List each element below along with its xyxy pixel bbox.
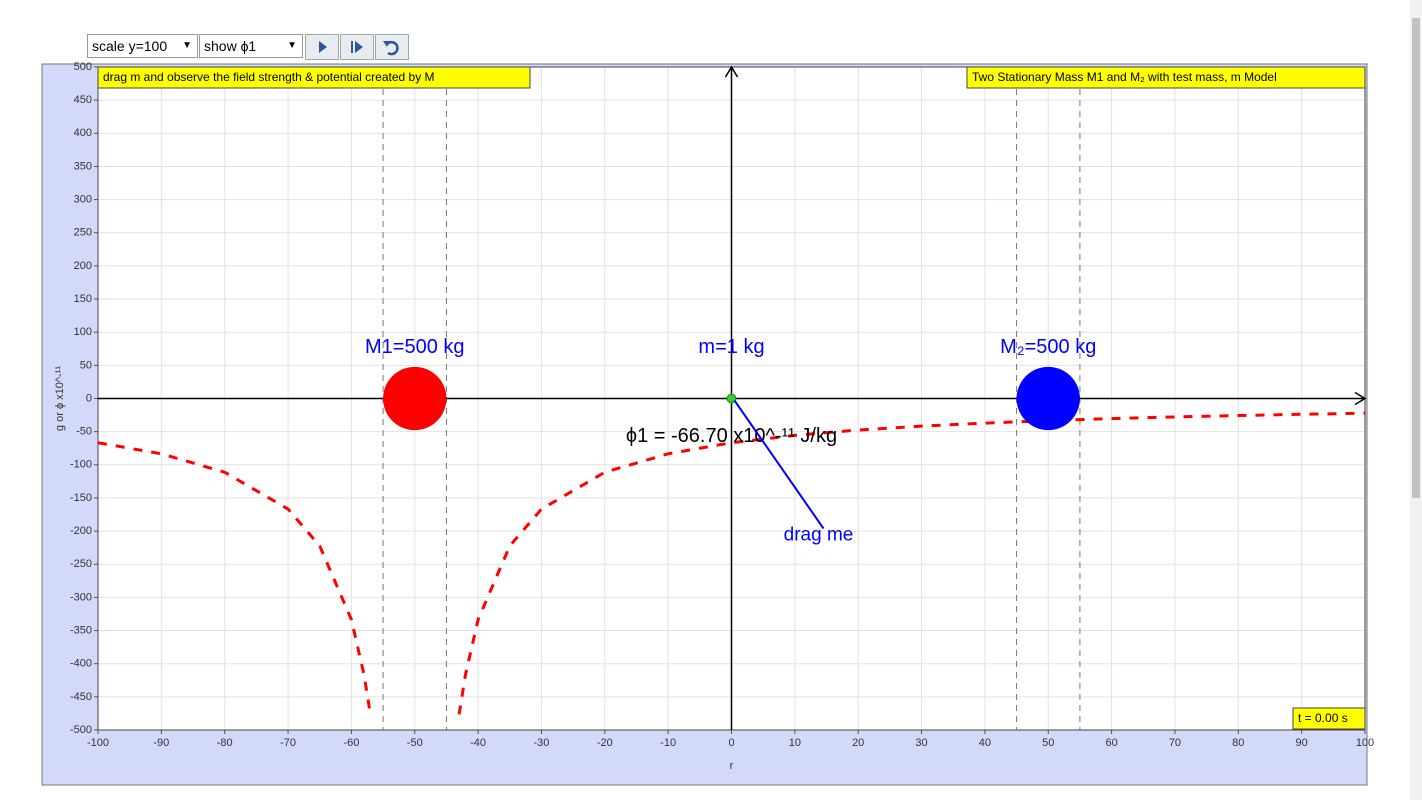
x-tick-label: 60	[1105, 737, 1117, 749]
y-tick-label: 200	[74, 260, 92, 272]
y-tick-label: -300	[70, 591, 92, 603]
scrollbar-thumb[interactable]	[1412, 18, 1420, 498]
step-button[interactable]	[340, 34, 374, 60]
x-tick-label: 90	[1296, 737, 1308, 749]
right-note-box	[966, 66, 1366, 89]
x-tick-label: -100	[87, 737, 109, 749]
y-tick-label: 150	[74, 293, 92, 305]
time-label-box	[1292, 707, 1366, 730]
x-axis-label: r	[730, 760, 734, 772]
right-note: Two Stationary Mass M1 and M₂ with test …	[972, 70, 1277, 84]
mass-label: m=1 kg	[698, 336, 764, 358]
x-tick-label: 30	[915, 737, 927, 749]
x-tick-label: -20	[597, 737, 613, 749]
y-axis-label: g or ϕ x10^-¹¹	[54, 366, 66, 431]
left-note: drag m and observe the field strength & …	[103, 70, 435, 84]
x-tick-label: -90	[153, 737, 169, 749]
x-tick-label: 10	[789, 737, 801, 749]
y-tick-label: -350	[70, 624, 92, 636]
mass	[1016, 366, 1080, 431]
y-tick-label: 0	[86, 392, 92, 404]
y-axis-arrow	[724, 65, 739, 78]
x-axis-arrow	[1354, 391, 1367, 406]
left-note-box	[97, 66, 531, 89]
y-tick-label: 300	[74, 194, 92, 206]
y-tick-label: 450	[74, 94, 92, 106]
y-tick-label: 400	[74, 127, 92, 139]
reset-button[interactable]	[375, 34, 409, 60]
scale-select[interactable]: scale y=100 ▼	[87, 34, 198, 58]
x-tick-label: 70	[1169, 737, 1181, 749]
play-button[interactable]	[305, 34, 339, 60]
mass-label: M1=500 kg	[365, 336, 465, 358]
mass	[383, 366, 447, 431]
y-tick-label: 500	[74, 61, 92, 73]
y-tick-label: -400	[70, 658, 92, 670]
y-tick-label: -250	[70, 558, 92, 570]
y-tick-label: 250	[74, 227, 92, 239]
drag-label: drag me	[784, 525, 854, 546]
x-tick-label: -10	[660, 737, 676, 749]
show-select[interactable]: show ϕ1 ▼	[199, 34, 303, 58]
y-tick-label: -100	[70, 459, 92, 471]
y-tick-label: 100	[74, 326, 92, 338]
mass[interactable]	[726, 393, 737, 404]
x-tick-label: -60	[343, 737, 359, 749]
y-tick-label: 50	[80, 359, 92, 371]
y-tick-label: -500	[70, 724, 92, 736]
x-tick-label: -40	[470, 737, 486, 749]
y-tick-label: 350	[74, 160, 92, 172]
x-tick-label: 80	[1232, 737, 1244, 749]
show-value: show ϕ1	[204, 38, 257, 54]
mass-label: M₂=500 kg	[1000, 336, 1096, 358]
x-tick-label: -50	[407, 737, 423, 749]
x-tick-label: -30	[533, 737, 549, 749]
x-tick-label: 0	[728, 737, 734, 749]
x-tick-label: 50	[1042, 737, 1054, 749]
y-tick-label: -150	[70, 492, 92, 504]
y-tick-label: -200	[70, 525, 92, 537]
potential-label: ϕ1 = -66.70 x10^-¹¹ J/kg	[626, 425, 837, 447]
x-tick-label: -70	[280, 737, 296, 749]
scale-value: scale y=100	[92, 38, 168, 54]
x-tick-label: 20	[852, 737, 864, 749]
y-tick-label: -450	[70, 691, 92, 703]
time-label: t = 0.00 s	[1298, 711, 1348, 725]
x-tick-label: -80	[217, 737, 233, 749]
x-tick-label: 40	[979, 737, 991, 749]
x-tick-label: 100	[1356, 737, 1374, 749]
y-tick-label: -50	[76, 426, 92, 438]
drag-arrow	[733, 399, 825, 530]
potential-curve	[98, 411, 1365, 715]
